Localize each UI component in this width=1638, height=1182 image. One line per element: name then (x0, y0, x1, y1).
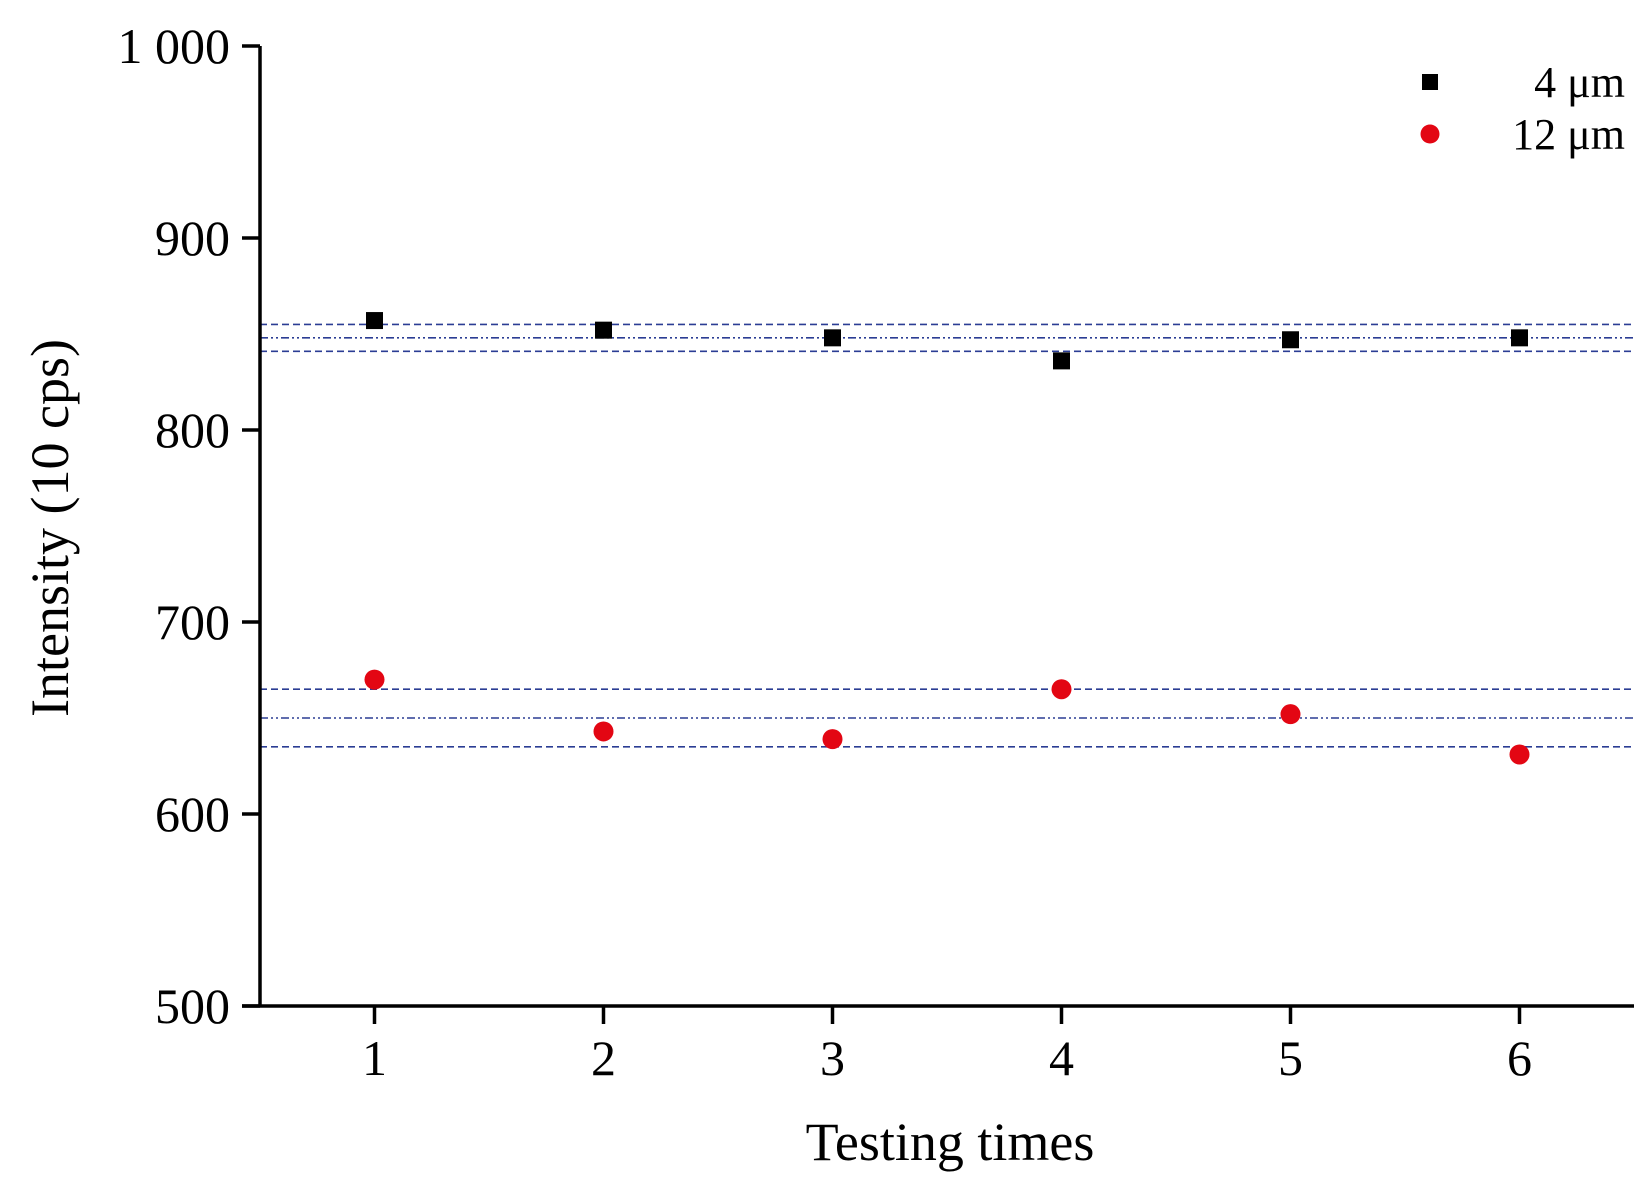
legend-label: 12 μm (1512, 110, 1625, 159)
circle-point (1280, 704, 1301, 725)
y-tick-label: 700 (155, 594, 230, 650)
square-point (824, 329, 841, 347)
x-tick-label: 5 (1278, 1030, 1303, 1086)
legend-label: 4 μm (1534, 58, 1625, 107)
y-tick-label: 500 (155, 978, 230, 1034)
axes (242, 46, 1634, 1008)
circle-point (364, 669, 385, 690)
reference-lines (260, 323, 1634, 748)
y-tick-label: 1 000 (118, 18, 231, 74)
circle-point (593, 721, 614, 742)
circle-point (822, 729, 843, 750)
y-axis-title: Intensity (10 cps) (20, 339, 80, 717)
square-point (1053, 352, 1070, 370)
x-ticks: 1 2 3 4 5 6 (362, 1006, 1532, 1086)
x-tick-label: 1 (362, 1030, 387, 1086)
legend-square-marker (1422, 74, 1438, 90)
x-tick-label: 4 (1049, 1030, 1074, 1086)
data-points (364, 312, 1530, 765)
square-point (366, 312, 383, 330)
y-ticks: 500 600 700 800 900 1 000 (118, 18, 260, 1034)
square-point (1511, 329, 1528, 347)
x-axis-title: Testing times (806, 1112, 1095, 1172)
y-tick-label: 600 (155, 786, 230, 842)
circle-point (1051, 679, 1072, 700)
x-tick-label: 3 (820, 1030, 845, 1086)
y-tick-label: 900 (155, 210, 230, 266)
square-point (1282, 331, 1299, 349)
square-point (595, 321, 612, 339)
y-tick-label: 800 (155, 402, 230, 458)
x-tick-label: 6 (1507, 1030, 1532, 1086)
legend-circle-marker (1420, 124, 1440, 144)
x-tick-label: 2 (591, 1030, 616, 1086)
circle-point (1509, 744, 1530, 765)
